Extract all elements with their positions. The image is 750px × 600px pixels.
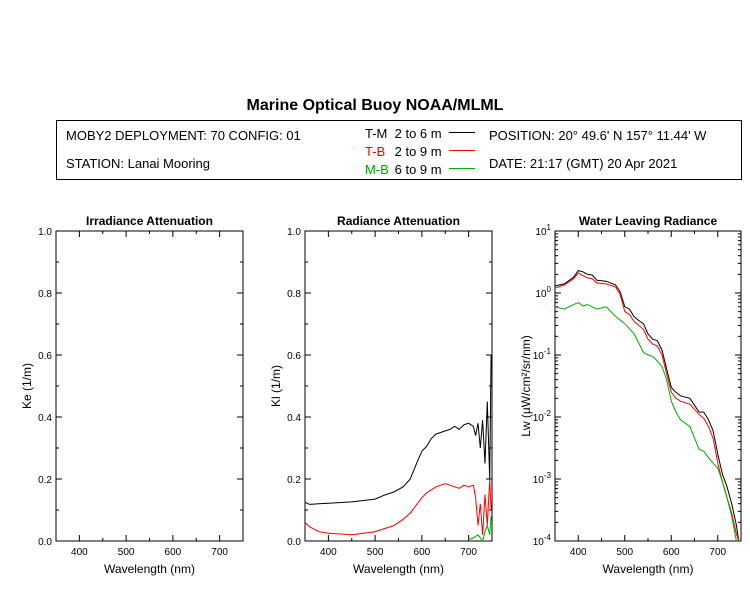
x-tick-label: 700 [709, 547, 726, 558]
date-label: DATE: 21:17 (GMT) 20 Apr 2021 [489, 156, 678, 171]
chart-title: Water Leaving Radiance [579, 214, 718, 228]
legend-item-tm: T-M 2 to 6 m [365, 126, 442, 144]
x-tick-label: 400 [320, 547, 337, 558]
legend-range: 2 to 6 m [394, 126, 442, 141]
chart-title: Radiance Attenuation [337, 214, 460, 228]
x-tick-label: 400 [71, 547, 88, 558]
y-tick-label: 101 [535, 223, 551, 238]
y-tick-label: 10-3 [533, 471, 552, 486]
x-tick-label: 500 [118, 547, 135, 558]
legend-code: M-B [365, 162, 389, 177]
y-tick-label: 0.6 [287, 351, 301, 362]
y-tick-label: 1.0 [38, 227, 52, 238]
position-label: POSITION: 20° 49.6' N 157° 11.44' W [489, 128, 707, 143]
y-tick-base: 10 [533, 537, 545, 548]
legend-item-tb: T-B 2 to 9 m [365, 144, 442, 162]
legend-code: T-B [365, 144, 386, 159]
y-tick-label: 10-1 [533, 347, 552, 362]
y-tick-label: 0.4 [38, 413, 52, 424]
series-line-m-b [554, 302, 737, 542]
y-tick-label: 0.2 [38, 475, 52, 486]
y-axis-label: Lw (µW/cm²/sr/nm) [519, 335, 533, 437]
series-line-t-m [554, 270, 740, 542]
y-axis-label: Kl (1/m) [269, 365, 283, 407]
legend-range: 2 to 9 m [394, 144, 442, 159]
y-tick-label: 0.2 [287, 475, 301, 486]
plot-frame [304, 230, 493, 542]
series-line-t-m [304, 354, 492, 505]
x-axis-label: Wavelength (nm) [603, 562, 694, 576]
y-tick-label: 1.0 [287, 227, 301, 238]
legend-line-tb [449, 150, 475, 151]
legend-line-tm [449, 132, 475, 133]
x-axis-label: Wavelength (nm) [353, 562, 444, 576]
y-tick-base: 10 [533, 475, 545, 486]
y-tick-label: 100 [535, 285, 551, 300]
legend-range: 6 to 9 m [394, 162, 442, 177]
y-tick-label: 0.0 [38, 537, 52, 548]
y-tick-label: 0.6 [38, 351, 52, 362]
y-tick-exponent: -4 [544, 533, 552, 542]
x-tick-label: 700 [460, 547, 477, 558]
legend-code: T-M [365, 126, 388, 141]
plot-frame [554, 230, 742, 542]
x-tick-label: 600 [165, 547, 182, 558]
series-line-m-b [468, 516, 492, 543]
y-tick-label: 10-4 [533, 533, 552, 548]
y-tick-label: 0.8 [287, 289, 301, 300]
y-tick-base: 10 [533, 413, 545, 424]
y-tick-base: 10 [535, 289, 547, 300]
y-tick-label: 0.4 [287, 413, 301, 424]
x-tick-label: 500 [616, 547, 633, 558]
y-tick-label: 0.0 [287, 537, 301, 548]
y-tick-base: 10 [535, 227, 547, 238]
y-tick-exponent: 1 [547, 223, 552, 232]
station-label: STATION: Lanai Mooring [66, 156, 211, 171]
y-tick-exponent: -1 [544, 347, 552, 356]
x-axis-label: Wavelength (nm) [104, 562, 195, 576]
x-tick-label: 600 [663, 547, 680, 558]
y-tick-exponent: 0 [547, 285, 552, 294]
legend-item-mb: M-B 6 to 9 m [365, 162, 442, 180]
y-tick-exponent: -2 [544, 409, 552, 418]
info-box: MOBY2 DEPLOYMENT: 70 CONFIG: 01 STATION:… [56, 120, 742, 180]
chart-title: Irradiance Attenuation [86, 214, 213, 228]
series-line-t-b [304, 478, 492, 536]
y-tick-base: 10 [533, 351, 545, 362]
y-tick-label: 0.8 [38, 289, 52, 300]
deployment-label: MOBY2 DEPLOYMENT: 70 CONFIG: 01 [66, 128, 301, 143]
plot-frame [55, 230, 244, 542]
series-line-t-b [554, 272, 740, 542]
page-title: Marine Optical Buoy NOAA/MLML [246, 97, 504, 114]
x-tick-label: 600 [414, 547, 431, 558]
x-tick-label: 400 [570, 547, 587, 558]
legend-line-mb [449, 168, 475, 169]
y-tick-exponent: -3 [544, 471, 552, 480]
x-tick-label: 500 [367, 547, 384, 558]
y-axis-label: Ke (1/m) [20, 363, 34, 409]
y-tick-label: 10-2 [533, 409, 552, 424]
x-tick-label: 700 [211, 547, 228, 558]
